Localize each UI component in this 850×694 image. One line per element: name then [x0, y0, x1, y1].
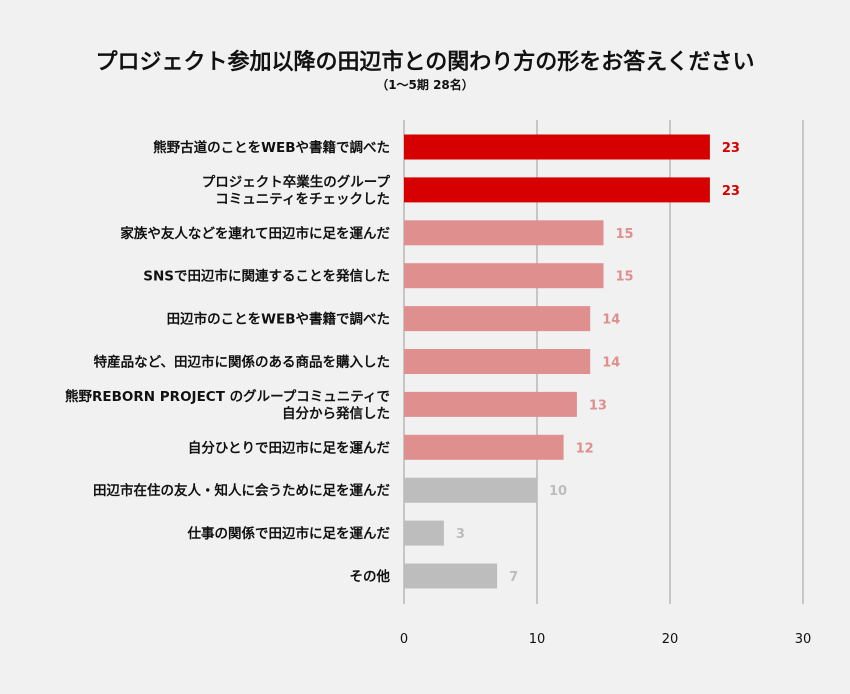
- data-label: 12: [576, 441, 594, 456]
- chart-subtitle: （1〜5期 28名）: [376, 77, 474, 92]
- category-label: 仕事の関係で田辺市に足を運んだ: [187, 525, 391, 542]
- x-tick-label: 10: [529, 632, 546, 647]
- category-label: 熊野REBORN PROJECT のグループコミュニティで: [65, 388, 390, 405]
- data-label: 15: [616, 227, 634, 242]
- data-label: 14: [602, 356, 620, 371]
- x-tick-label: 30: [795, 632, 812, 647]
- data-label: 15: [616, 270, 634, 285]
- category-label: SNSで田辺市に関連することを発信した: [143, 268, 390, 285]
- bar: [404, 306, 591, 332]
- data-label: 7: [509, 570, 518, 585]
- data-label: 10: [549, 484, 567, 499]
- category-label: 特産品など、田辺市に関係のある商品を購入した: [94, 354, 390, 371]
- bar: [404, 434, 564, 460]
- category-label: 田辺市在住の友人・知人に会うために足を運んだ: [93, 482, 390, 499]
- data-label: 3: [456, 527, 465, 542]
- bar: [404, 477, 537, 503]
- category-label: 自分から発信した: [282, 405, 390, 422]
- bar: [404, 263, 604, 289]
- bar: [404, 134, 710, 160]
- category-label: コミュニティをチェックした: [215, 191, 390, 207]
- bar: [404, 391, 577, 417]
- category-label: 熊野古道のことをWEBや書籍で調べた: [153, 139, 390, 156]
- category-label: プロジェクト卒業生のグループ: [202, 173, 391, 190]
- data-label: 23: [722, 141, 740, 156]
- category-label: その他: [350, 568, 391, 585]
- bar: [404, 349, 591, 374]
- category-labels: 熊野古道のことをWEBや書籍で調べたプロジェクト卒業生のグループコミュニティをチ…: [65, 139, 390, 585]
- data-label: 13: [589, 398, 607, 413]
- category-label: 自分ひとりで田辺市に足を運んだ: [188, 439, 391, 456]
- x-tick-label: 20: [662, 632, 679, 647]
- x-axis-ticks: 0 10 20 30: [400, 632, 811, 647]
- bars: [404, 134, 710, 589]
- data-label: 14: [602, 313, 620, 328]
- data-label: 23: [722, 184, 740, 199]
- x-tick-label: 0: [400, 632, 408, 647]
- category-label: 家族や友人などを連れて田辺市に足を運んだ: [120, 225, 390, 242]
- bar: [404, 520, 444, 546]
- value-labels: 23 23 15 15 14 14 13 12 10 3 7: [456, 141, 740, 585]
- bar: [404, 177, 710, 203]
- bar: [404, 220, 604, 246]
- bar: [404, 563, 498, 589]
- category-label: 田辺市のことをWEBや書籍で調べた: [167, 311, 390, 328]
- chart-title: プロジェクト参加以降の田辺市との関わり方の形をお答えください: [95, 49, 754, 75]
